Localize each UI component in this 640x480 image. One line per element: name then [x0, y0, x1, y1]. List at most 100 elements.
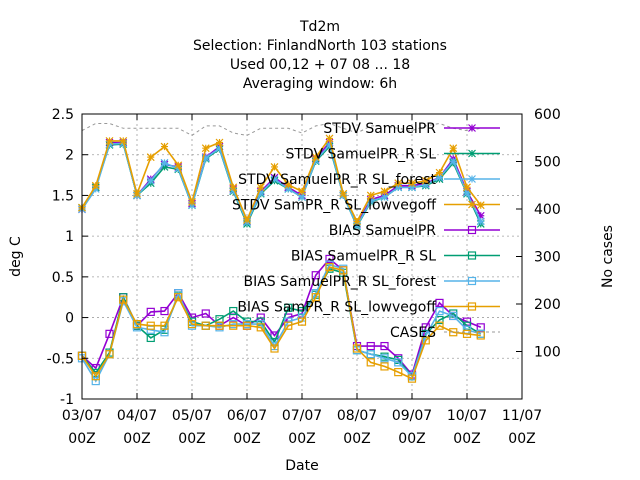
- legend-label: STDV SamuelPR: [323, 121, 436, 137]
- data-point: [449, 157, 458, 166]
- series-8: [81, 122, 481, 136]
- legend-item: BIAS SamuelPR: [329, 223, 500, 239]
- data-point: [366, 197, 375, 206]
- y-tick-label: 1.5: [52, 188, 74, 204]
- data-point: [421, 336, 430, 345]
- data-point: [298, 187, 306, 196]
- data-point: [91, 376, 100, 386]
- x-tick-label-time: 00Z: [343, 431, 370, 447]
- data-point: [132, 319, 142, 329]
- data-point: [435, 168, 444, 177]
- data-point: [353, 221, 361, 230]
- data-point: [380, 193, 389, 201]
- y2-tick-label: 400: [534, 202, 561, 218]
- data-point: [91, 372, 100, 381]
- y-tick-label: 2.5: [52, 107, 74, 123]
- series-lines: [77, 122, 485, 386]
- y2-tick-label: 200: [534, 297, 561, 313]
- x-axis-label: Date: [285, 458, 318, 474]
- data-point: [201, 309, 210, 318]
- data-point: [352, 344, 362, 353]
- data-point: [435, 321, 444, 330]
- x-tick-label: 10/07: [447, 408, 487, 424]
- x-tick-label-time: 00Z: [123, 431, 150, 447]
- data-point: [394, 179, 403, 188]
- legend-item: STDV SamPR_R SL_lowvegoff: [232, 198, 500, 214]
- data-point: [160, 142, 169, 151]
- legend-label: STDV SamPR_R SL_lowvegoff: [232, 198, 436, 214]
- x-tick-label: 09/07: [392, 408, 432, 424]
- data-point: [467, 276, 477, 286]
- data-point: [160, 321, 169, 330]
- series-line: [81, 122, 481, 136]
- data-point: [270, 175, 279, 184]
- data-point: [133, 189, 141, 198]
- data-point: [408, 179, 416, 188]
- legend-item: STDV SamuelPR_R SL_forest: [238, 172, 500, 188]
- data-point: [146, 153, 155, 162]
- x-tick-label-time: 00Z: [288, 431, 315, 447]
- data-point: [256, 323, 265, 332]
- data-point: [325, 141, 334, 149]
- data-point: [298, 193, 306, 201]
- series-7: [77, 262, 485, 383]
- series-3: [78, 134, 485, 226]
- data-point: [119, 295, 128, 304]
- legend-label: BIAS SamuelPR_R SL: [291, 249, 436, 265]
- data-point: [146, 307, 155, 316]
- data-point: [366, 341, 375, 351]
- y2-tick-label: 100: [534, 345, 561, 361]
- data-point: [201, 144, 210, 153]
- data-point: [229, 321, 238, 330]
- legend-label: STDV SamuelPR_R SL_forest: [238, 172, 436, 188]
- title-line-0: Td2m: [299, 19, 340, 35]
- data-point: [449, 144, 458, 153]
- data-point: [435, 315, 444, 325]
- legend-item: CASES: [390, 325, 500, 341]
- data-point: [188, 198, 196, 206]
- x-tick-label: 06/07: [227, 408, 267, 424]
- data-point: [435, 298, 444, 308]
- data-point: [468, 175, 476, 183]
- data-point: [270, 163, 279, 171]
- data-point: [380, 341, 389, 351]
- x-tick-label-time: 00Z: [68, 431, 95, 447]
- data-point: [394, 368, 403, 377]
- data-point: [325, 262, 334, 272]
- data-point: [284, 184, 293, 193]
- data-point: [408, 183, 416, 192]
- data-point: [243, 215, 251, 224]
- data-point: [468, 124, 476, 132]
- data-point: [201, 154, 210, 162]
- data-point: [476, 211, 485, 220]
- data-point: [339, 189, 348, 198]
- data-point: [256, 183, 265, 192]
- data-point: [467, 251, 477, 260]
- data-point: [174, 161, 183, 170]
- x-tick-label: 07/07: [282, 408, 322, 424]
- data-point: [311, 293, 320, 302]
- legend-item: BIAS SamuelPR_R SL_forest: [244, 274, 500, 290]
- data-point: [325, 134, 334, 143]
- data-point: [160, 163, 169, 171]
- x-tick-label-time: 00Z: [178, 431, 205, 447]
- x-tick-label-time: 00Z: [233, 431, 260, 447]
- data-point: [215, 321, 224, 330]
- data-point: [463, 183, 471, 192]
- data-point: [366, 191, 375, 200]
- data-point: [119, 136, 128, 145]
- data-point: [449, 311, 458, 321]
- data-point: [467, 302, 477, 311]
- data-point: [339, 266, 348, 275]
- legend-label: BIAS SamPR_R SL_lowvegoff: [237, 300, 436, 316]
- data-point: [463, 189, 471, 197]
- legend-label: BIAS SamuelPR_R SL_forest: [244, 274, 437, 290]
- y-tick-label: -0.5: [47, 351, 74, 367]
- data-point: [201, 321, 210, 330]
- series-line: [81, 266, 481, 380]
- data-point: [366, 350, 375, 359]
- data-point: [229, 306, 238, 316]
- x-tick-label-time: 00Z: [508, 431, 535, 447]
- y2-tick-label: 500: [534, 155, 561, 171]
- data-point: [105, 329, 114, 338]
